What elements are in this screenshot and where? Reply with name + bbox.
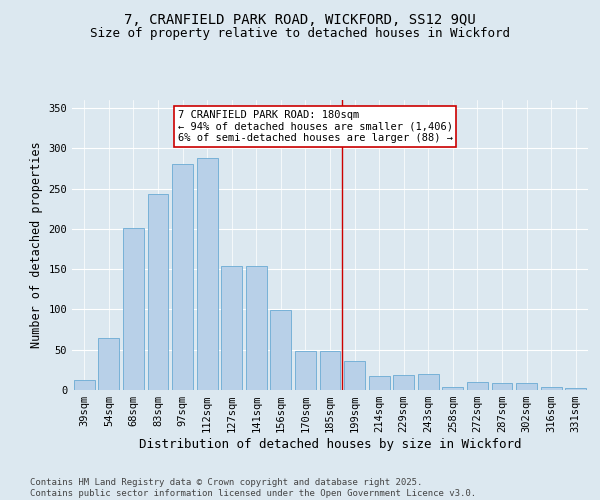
Bar	[172, 164, 193, 390]
Bar	[344, 361, 365, 390]
Bar	[541, 387, 562, 390]
Text: 7, CRANFIELD PARK ROAD, WICKFORD, SS12 9QU: 7, CRANFIELD PARK ROAD, WICKFORD, SS12 9…	[124, 12, 476, 26]
Bar	[123, 228, 144, 390]
Bar	[442, 387, 463, 390]
Bar	[491, 383, 512, 390]
Bar	[221, 266, 242, 390]
Bar	[74, 380, 95, 390]
Bar	[98, 338, 119, 390]
Bar	[516, 383, 537, 390]
Bar	[393, 374, 414, 390]
Bar	[320, 352, 340, 390]
Text: Contains HM Land Registry data © Crown copyright and database right 2025.
Contai: Contains HM Land Registry data © Crown c…	[30, 478, 476, 498]
Bar	[368, 376, 389, 390]
Bar	[197, 158, 218, 390]
Bar	[565, 388, 586, 390]
Text: Size of property relative to detached houses in Wickford: Size of property relative to detached ho…	[90, 28, 510, 40]
Bar	[246, 266, 267, 390]
Bar	[467, 382, 488, 390]
Bar	[148, 194, 169, 390]
Text: 7 CRANFIELD PARK ROAD: 180sqm
← 94% of detached houses are smaller (1,406)
6% of: 7 CRANFIELD PARK ROAD: 180sqm ← 94% of d…	[178, 110, 452, 143]
Bar	[295, 352, 316, 390]
X-axis label: Distribution of detached houses by size in Wickford: Distribution of detached houses by size …	[139, 438, 521, 451]
Bar	[418, 374, 439, 390]
Bar	[271, 310, 292, 390]
Y-axis label: Number of detached properties: Number of detached properties	[30, 142, 43, 348]
